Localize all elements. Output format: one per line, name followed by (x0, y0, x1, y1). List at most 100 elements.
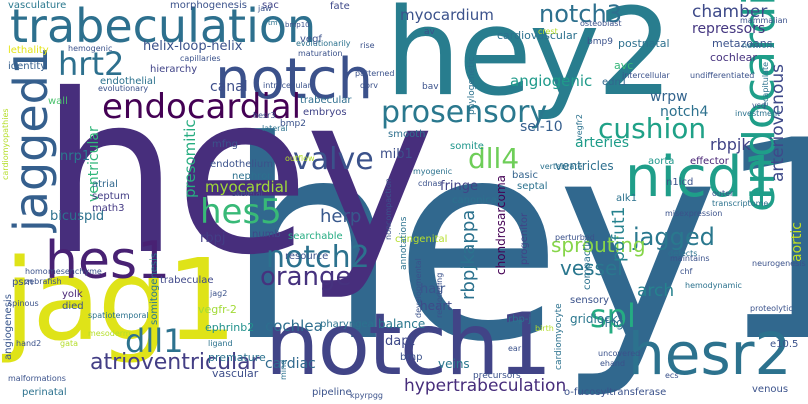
word-fringe: fringe (440, 179, 479, 194)
word-outflow: outflow (285, 154, 315, 163)
word-alk1: alk1 (616, 193, 638, 204)
word-septum: septum (92, 191, 130, 202)
word-ephrinb2: ephrinb2 (205, 321, 255, 334)
word-spl: spl (590, 297, 636, 335)
word-cochlear: cochlear (710, 51, 757, 64)
word-remodeling: remodeling (435, 272, 444, 318)
word-somite: somite (450, 141, 484, 152)
word-mammalian: mammalian (740, 16, 788, 25)
word-endothelial: endothelial (100, 76, 156, 87)
word-bmp10: bmp10 (285, 21, 310, 29)
word-atrioventricular: atrioventricular (90, 350, 260, 375)
word-balance: balance (378, 317, 426, 331)
word-cdnas: cdnas (418, 179, 442, 188)
word-hemogenic: hemogenic (68, 44, 113, 53)
word-jagged: jagged (633, 223, 715, 251)
word-intercellular: intercellular (622, 71, 670, 80)
word-nephron: nephron (232, 171, 274, 182)
word-pipeline: pipeline (312, 387, 352, 398)
word-intracellular: intracellular (263, 81, 311, 90)
word-gata: gata (60, 339, 79, 348)
word-venous: venous (752, 384, 789, 395)
word-valve: valve (293, 142, 374, 177)
word-nrp1: nrp1 (60, 149, 91, 164)
word-trabecular: trabecular (300, 95, 352, 106)
word-vascular: vascular (212, 367, 259, 380)
word-rbpj: rbpj (200, 231, 226, 246)
word-math3: math3 (92, 203, 125, 214)
word-spatiotemporal: spatiotemporal (88, 311, 149, 320)
word-defects: defects (668, 249, 698, 258)
word-veins: veins (438, 357, 470, 371)
word-fate: fate (330, 1, 350, 12)
word-uncovered: uncovered (598, 349, 641, 358)
word-undifferentiated: undifferentiated (690, 71, 755, 80)
word-mind: mind (279, 359, 288, 380)
word-lethality: lethality (8, 45, 49, 56)
word-cardiomyopathies: cardiomyopathies (1, 108, 10, 180)
word-ventricles: ventricles (555, 159, 614, 173)
word-cushion: cushion (598, 112, 707, 145)
word-proteolytic: proteolytic (750, 304, 793, 313)
word-died: died (62, 301, 84, 312)
word-skeletal: skeletal (232, 189, 263, 198)
word-myocardial: myocardial (205, 178, 289, 196)
word-numb: numb (252, 229, 281, 240)
word-developmental: developmental (414, 258, 423, 318)
word-sprouting: sprouting (551, 233, 646, 257)
word-birth: birth (535, 324, 554, 333)
word-ecs: ecs (665, 371, 679, 380)
word-n1icd: n1icd (666, 177, 694, 188)
word-morphogenesis: morphogenesis (170, 0, 247, 11)
word-neurogenesis: neurogenesis (752, 259, 806, 268)
word-jag1: jag1 (4, 236, 237, 366)
word-helix-loop-helix: helix-loop-helix (143, 39, 243, 54)
word-notch4: notch4 (660, 104, 709, 120)
word-rise: rise (360, 41, 375, 50)
word-perturbed: perturbed (555, 233, 595, 242)
word-repressors: repressors (692, 21, 766, 37)
word-atrial: atrial (92, 179, 118, 190)
word-angiogenic: angiogenic (510, 72, 593, 90)
word-mesoderm: mesoderm (88, 329, 131, 338)
word-searchable: searchable (288, 231, 343, 242)
word-edn1: edn1 (602, 77, 628, 88)
word-hey: hey (40, 47, 435, 303)
word-noncompaction: noncompaction (384, 178, 393, 240)
word-hair: hair (420, 282, 446, 297)
word-bmp2: bmp2 (280, 119, 306, 129)
word-vegfr-2: vegfr-2 (198, 303, 237, 316)
word-av: av (424, 27, 435, 37)
word-congenital: congenital (395, 234, 448, 245)
word-hrt2: hrt2 (58, 45, 125, 83)
word-embryos: embryos (303, 107, 347, 118)
word-septal: septal (517, 181, 548, 192)
word-postnatal: postnatal (618, 37, 670, 50)
word-malformations: malformations (8, 374, 66, 383)
word-cardiovascular: cardiovascular (497, 29, 578, 42)
word-dorv: dorv (360, 81, 378, 90)
word-bav: bav (422, 82, 439, 92)
word-sel-10: sel-10 (520, 119, 563, 135)
word-canal: canal (210, 79, 248, 95)
word-patterned: patterned (355, 69, 395, 78)
word-premature: premature (208, 351, 266, 364)
word-ehand: ehand (600, 359, 626, 368)
word-mib1: mib1 (380, 147, 413, 162)
word-ligand: ligand (208, 339, 233, 348)
word-progenitor: progenitor (519, 212, 530, 265)
word-phylogenetic: phylogenetic (467, 56, 477, 115)
word-herp: herp (320, 206, 362, 227)
word-rbpjkappa: rbpjkappa (458, 209, 479, 300)
word-rbpjk: rbpjk (710, 135, 751, 154)
word-hey1: hey1 (225, 82, 808, 402)
word-misexpression: misexpression (665, 209, 723, 218)
word-maturation: maturation (298, 49, 343, 58)
word-hesr3: hesr3 (253, 111, 276, 120)
word-precursors: precursors (473, 371, 521, 381)
word-identity: identity (8, 61, 47, 72)
word-cochlea: cochlea (265, 317, 323, 335)
word-hesr2: hesr2 (628, 320, 792, 388)
word-presomitic: presomitic (181, 119, 199, 198)
